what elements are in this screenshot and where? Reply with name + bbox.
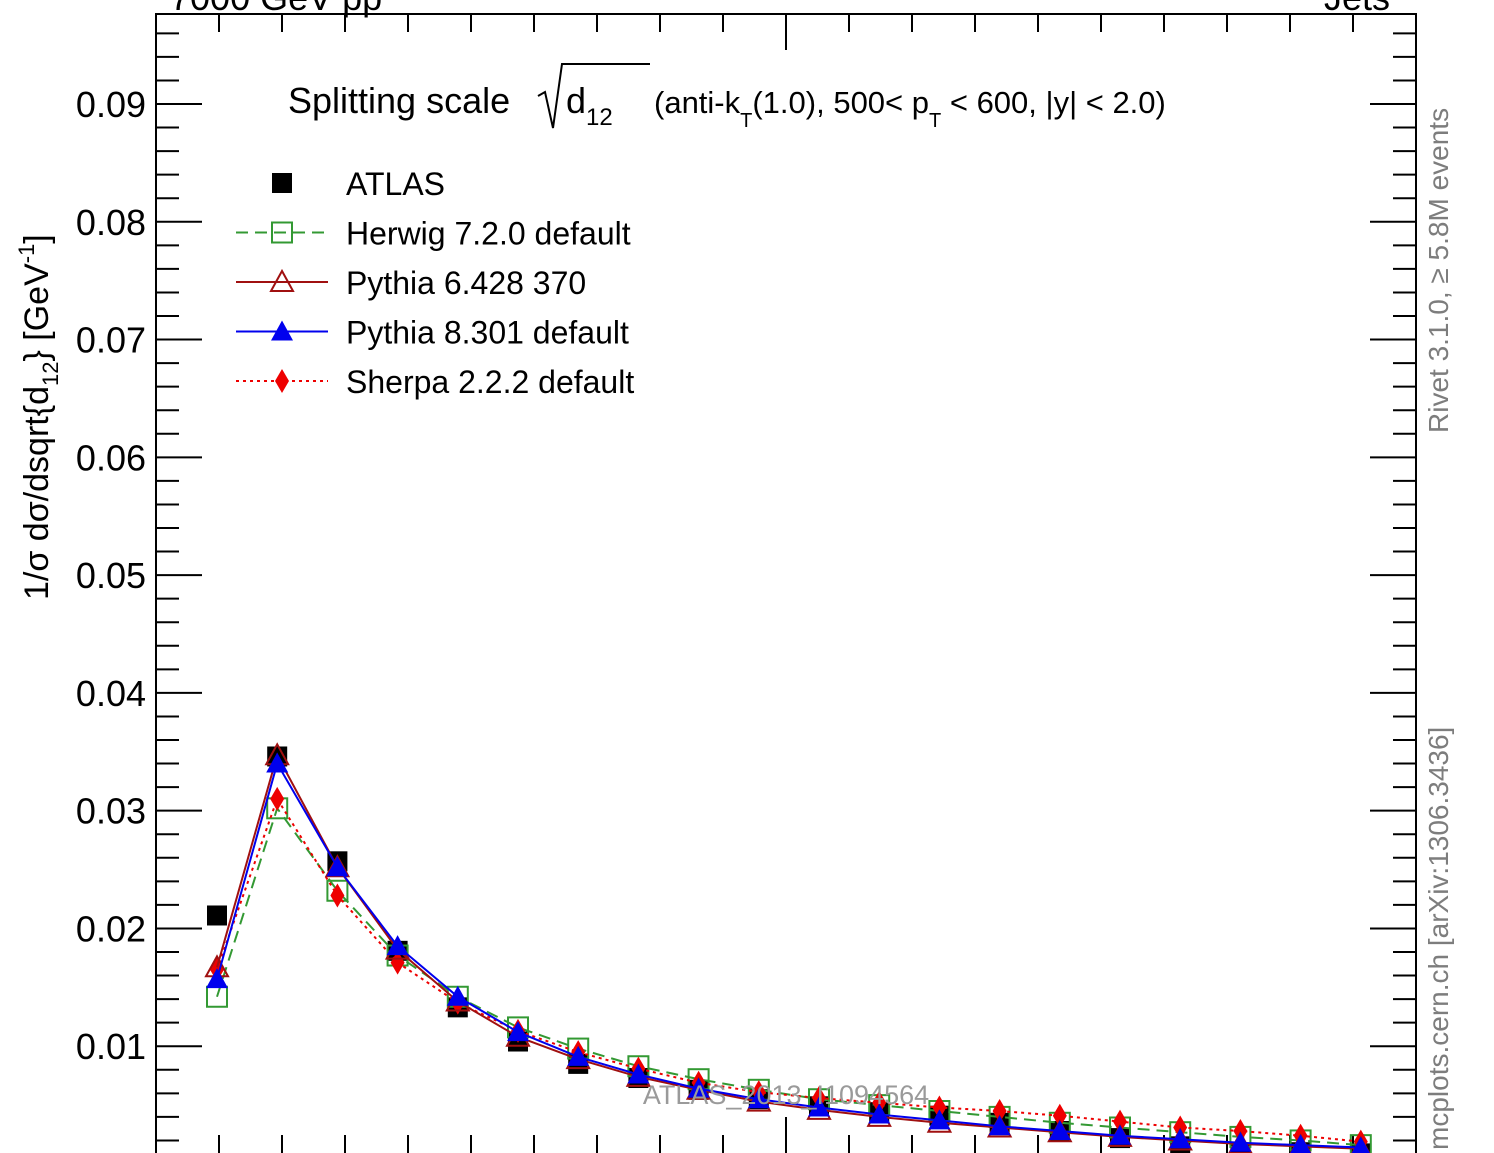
- y-tick-label: 0.05: [76, 555, 146, 596]
- data-point: [446, 985, 469, 1006]
- data-point: [270, 786, 285, 811]
- chart-title-sqrt-content: d12: [566, 80, 613, 131]
- legend-marker: [272, 173, 292, 193]
- sqrt-sign: [537, 63, 650, 129]
- legend-entry: Herwig 7.2.0 default: [236, 216, 631, 252]
- y-axis-ticks: [156, 32, 1416, 1142]
- data-point: [1169, 1128, 1192, 1149]
- y-tick-label: 0.01: [76, 1026, 146, 1067]
- y-tick-label: 0.04: [76, 673, 146, 714]
- analysis-watermark: ATLAS_2013_I1094564: [643, 1080, 929, 1110]
- legend: ATLAS Herwig 7.2.0 default Pythia 6.428 37…: [236, 166, 634, 400]
- data-point: [567, 1045, 590, 1066]
- data-point: [266, 752, 289, 773]
- y-axis-label: 1/σ dσ/dsqrt{d12} [GeV-1]: [14, 234, 63, 600]
- data-point: [207, 905, 227, 926]
- legend-entry: Pythia 8.301 default: [236, 315, 629, 351]
- data-point: [988, 1115, 1011, 1136]
- data-point: [932, 1095, 947, 1120]
- data-point: [1229, 1131, 1252, 1152]
- data-point: [627, 1063, 650, 1084]
- x-axis-ticks: [155, 14, 1417, 1153]
- series-pythia-8-301-default: [206, 752, 1370, 1153]
- data-point: [206, 968, 228, 989]
- legend-entry: Sherpa 2.2.2 default: [236, 364, 634, 400]
- plot-frame: [155, 13, 1417, 1153]
- y-tick-label: 0.06: [76, 437, 146, 478]
- data-point: [386, 935, 409, 956]
- data-point: [1052, 1103, 1067, 1128]
- data-point: [1048, 1120, 1071, 1141]
- series-line: [216, 796, 1361, 1143]
- legend-label: Pythia 8.301 default: [346, 315, 629, 351]
- data-point: [330, 883, 345, 908]
- data-point: [507, 1021, 529, 1042]
- chart-title: Splitting scale d12 (anti-kT(1.0), 500< …: [288, 63, 1166, 132]
- data-point: [808, 1096, 830, 1117]
- y-tick-label: 0.07: [76, 320, 146, 361]
- legend-entry: Pythia 6.428 370: [236, 265, 586, 301]
- legend-label: Sherpa 2.2.2 default: [346, 364, 634, 400]
- chart-title-main: Splitting scale: [288, 80, 510, 121]
- legend-marker: [271, 221, 293, 244]
- chart-title-rest: (anti-kT(1.0), 500< pT < 600, |y| < 2.0): [654, 85, 1166, 132]
- y-tick-label: 0.02: [76, 908, 146, 949]
- y-tick-label: 0.03: [76, 791, 146, 832]
- data-point: [687, 1077, 710, 1098]
- data-point: [992, 1099, 1007, 1123]
- data-point: [1351, 1136, 1370, 1153]
- data-point: [1113, 1109, 1127, 1134]
- legend-marker: [271, 320, 293, 341]
- legend-label: Pythia 6.428 370: [346, 265, 586, 301]
- y-axis-tick-labels: 0.01 0.02 0.03 0.04 0.05 0.06 0.07 0.08 0.09: [76, 84, 146, 1067]
- y-tick-label: 0.08: [76, 202, 146, 243]
- header-right-text: Jets: [1324, 0, 1390, 18]
- data-point: [1109, 1124, 1131, 1145]
- legend-marker: [275, 369, 289, 393]
- data-point: [872, 1090, 887, 1115]
- legend-entry: ATLAS: [272, 166, 445, 202]
- legend-label: ATLAS: [346, 166, 445, 202]
- data-point: [928, 1109, 951, 1130]
- data-point: [868, 1103, 891, 1124]
- header-left-text: 7000 GeV pp: [170, 0, 382, 18]
- data-point: [747, 1088, 770, 1109]
- side-text-top: Rivet 3.1.0, ≥ 5.8M events: [1423, 108, 1454, 433]
- data-point: [1290, 1134, 1311, 1153]
- side-text-bottom: mcplots.cern.ch [arXiv:1306.3436]: [1423, 727, 1454, 1150]
- legend-marker: [269, 268, 295, 292]
- legend-label: Herwig 7.2.0 default: [346, 216, 631, 252]
- y-tick-label: 0.09: [76, 84, 146, 125]
- data-point: [326, 856, 349, 877]
- data-point: [390, 950, 405, 975]
